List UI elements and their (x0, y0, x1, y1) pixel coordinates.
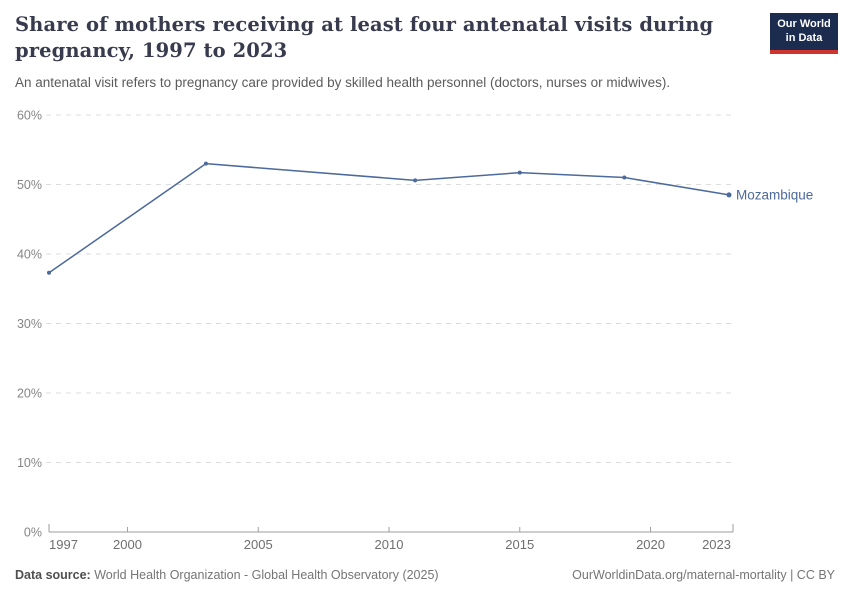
y-axis-label-60: 60% (17, 109, 42, 123)
data-point-mozambique-2023[interactable] (726, 192, 732, 198)
y-axis-label-40: 40% (17, 248, 42, 262)
y-axis-label-20: 20% (17, 387, 42, 401)
y-axis-label-0: 0% (24, 526, 42, 540)
line-chart-svg: 0% 10% 20% 30% 40% 50% 60% 1997 2000 2005 2010 2015… (17, 109, 813, 553)
x-axis-label-2005: 2005 (244, 537, 273, 552)
x-axis-label-2000: 2000 (113, 537, 142, 552)
data-source-value: World Health Organization - Global Healt… (90, 568, 439, 582)
x-axis-label-2015: 2015 (505, 537, 534, 552)
chart-subtitle: An antenatal visit refers to pregnancy c… (15, 75, 671, 90)
data-point-mozambique-2003[interactable] (203, 161, 208, 166)
owid-logo[interactable]: Our World in Data (770, 13, 838, 54)
x-axis-label-2020: 2020 (636, 537, 665, 552)
data-point-mozambique-2015[interactable] (517, 170, 522, 175)
x-axis-label-2010: 2010 (375, 537, 404, 552)
line-chart: 0% 10% 20% 30% 40% 50% 60% 1997 2000 2005 2010 2015… (0, 100, 850, 560)
data-line-mozambique[interactable] (48, 162, 730, 274)
x-axis-label-1997: 1997 (49, 537, 78, 552)
owid-logo-line2: in Data (785, 31, 823, 44)
page-title: Share of mothers receiving at least four… (15, 13, 714, 62)
chart-footer: Data source: World Health Organization -… (15, 568, 835, 582)
data-point-mozambique-1997[interactable] (47, 270, 51, 275)
x-axis-label-2023: 2023 (702, 537, 731, 552)
data-point-mozambique-2019[interactable] (622, 175, 627, 180)
owid-logo-line1: Our World (777, 18, 831, 30)
data-point-mozambique-2011[interactable] (413, 178, 418, 183)
series-label-mozambique[interactable]: Mozambique (736, 187, 813, 202)
data-source-label: Data source: (15, 568, 91, 582)
y-axis-label-30: 30% (17, 317, 42, 331)
attribution-link[interactable]: OurWorldinData.org/maternal-mortality | … (572, 568, 835, 582)
y-axis-label-10: 10% (17, 456, 42, 470)
y-axis-label-50: 50% (17, 178, 42, 192)
data-source: Data source: World Health Organization -… (15, 568, 439, 582)
